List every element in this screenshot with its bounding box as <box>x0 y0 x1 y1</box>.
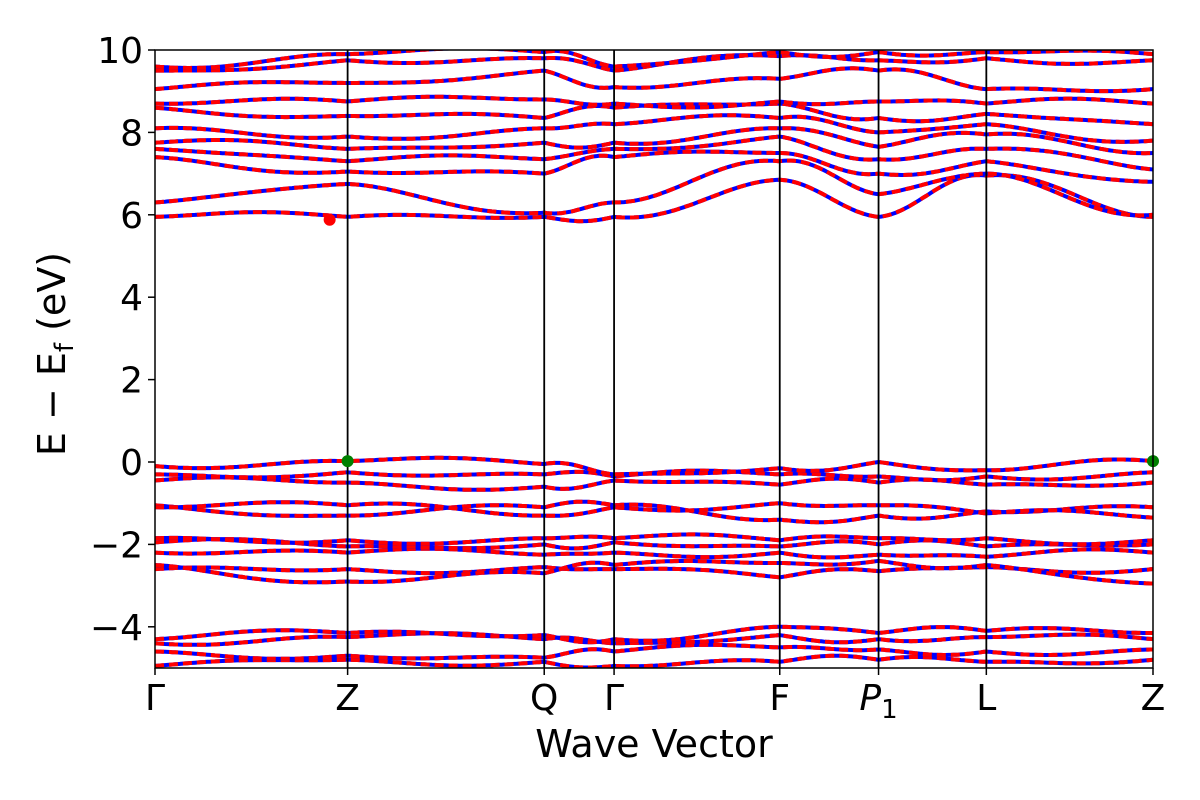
band-line-spin-down <box>155 158 1153 218</box>
y-axis-label-main: E − E <box>30 352 74 456</box>
x-tick-label: Γ <box>145 678 165 719</box>
y-axis-label: E − Ef (eV) <box>30 252 80 456</box>
band-line-spin-down <box>155 546 1153 560</box>
band-line-spin-down <box>155 113 1153 144</box>
band-line-spin-down <box>155 532 1153 547</box>
valence-band-maximum-marker <box>341 455 354 468</box>
y-tick-label: 2 <box>120 361 143 402</box>
y-tick-label: −4 <box>90 608 143 649</box>
y-tick-label: 8 <box>120 113 143 154</box>
band-line-spin-up <box>155 158 1153 218</box>
y-axis-label-subscript: f <box>50 342 80 352</box>
x-tick-label: Z <box>335 678 360 719</box>
k-path-lines <box>346 50 988 668</box>
y-tick-label: −2 <box>90 525 143 566</box>
x-tick-label: L <box>976 678 996 719</box>
band-line-spin-down <box>155 94 1153 110</box>
x-tick-label: Z <box>1141 678 1166 719</box>
band-line-spin-down <box>155 149 1153 184</box>
x-tick-label: Q <box>530 678 558 719</box>
y-tick-label: 4 <box>120 278 143 319</box>
y-axis-label-unit: (eV) <box>30 252 74 343</box>
band-line-spin-down <box>155 455 1153 477</box>
x-tick-label: Γ <box>604 678 624 719</box>
y-tick-label: 0 <box>120 443 143 484</box>
band-edge-markers <box>323 213 1159 468</box>
band-line-spin-up <box>155 149 1153 184</box>
x-tick-label: F <box>769 678 790 719</box>
y-tick-label: 6 <box>120 196 143 237</box>
x-tick-label: P1 <box>859 678 897 725</box>
bands-layer <box>155 50 1153 668</box>
band-line-spin-down <box>155 624 1153 645</box>
conduction-band-minimum-marker <box>323 213 336 226</box>
band-line-spin-down <box>155 173 1153 224</box>
x-axis-ticks: Γ Z Q Γ F P1 L Z <box>145 668 1165 725</box>
x-axis-label: Wave Vector <box>535 722 773 766</box>
plot-frame <box>154 49 1154 669</box>
y-tick-label: 10 <box>97 31 143 72</box>
y-axis-ticks: −4 −2 0 2 4 6 8 10 <box>90 31 155 649</box>
band-line-spin-down <box>155 642 1153 661</box>
